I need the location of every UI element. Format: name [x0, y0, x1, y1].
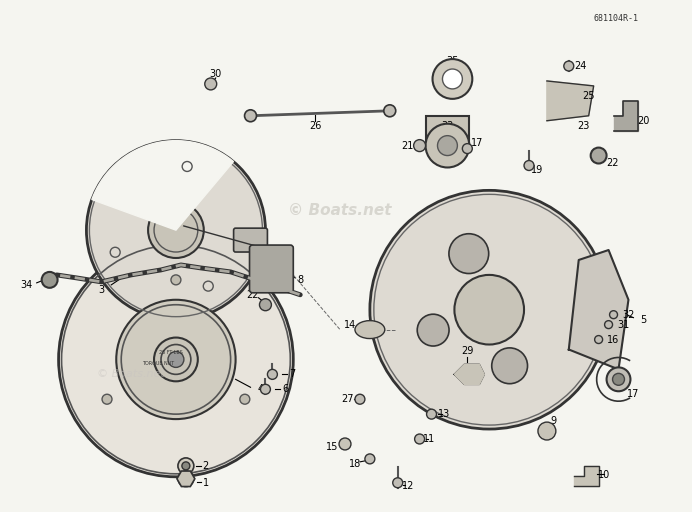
Circle shape [524, 161, 534, 170]
Text: 13: 13 [438, 409, 450, 419]
Text: 6: 6 [282, 385, 289, 394]
Text: 22: 22 [246, 290, 259, 300]
Circle shape [414, 140, 426, 152]
Text: 23: 23 [578, 121, 590, 131]
Circle shape [178, 458, 194, 474]
Circle shape [605, 321, 612, 329]
Text: 24: 24 [574, 61, 587, 71]
Text: TORQUE NUT: TORQUE NUT [142, 360, 174, 366]
Text: 7: 7 [289, 369, 295, 379]
Circle shape [116, 300, 235, 419]
Text: 20: 20 [637, 116, 650, 126]
Circle shape [492, 348, 527, 383]
Circle shape [538, 422, 556, 440]
Circle shape [355, 394, 365, 404]
Circle shape [59, 242, 293, 477]
Circle shape [393, 478, 403, 488]
Circle shape [417, 314, 449, 346]
Text: © Boats.net: © Boats.net [98, 369, 165, 379]
Text: 21: 21 [401, 141, 414, 151]
Text: 27: 27 [342, 394, 354, 404]
Text: 34: 34 [21, 280, 33, 290]
Circle shape [564, 61, 574, 71]
Circle shape [612, 373, 624, 386]
FancyBboxPatch shape [250, 245, 293, 293]
Circle shape [594, 335, 603, 344]
Text: 17: 17 [471, 138, 484, 147]
Text: 29: 29 [461, 347, 473, 356]
Ellipse shape [355, 321, 385, 338]
Text: 18: 18 [349, 459, 361, 469]
Text: 2: 2 [203, 461, 209, 471]
Polygon shape [92, 141, 233, 230]
Circle shape [148, 202, 203, 258]
Circle shape [260, 385, 271, 394]
Text: 31: 31 [617, 319, 630, 330]
Circle shape [607, 368, 630, 391]
Circle shape [449, 234, 489, 273]
Text: © Boats.net: © Boats.net [289, 203, 392, 218]
Circle shape [339, 438, 351, 450]
Circle shape [610, 311, 617, 318]
Text: 17: 17 [627, 389, 639, 399]
Text: 12: 12 [401, 481, 414, 490]
Circle shape [168, 351, 184, 368]
Text: 32: 32 [622, 310, 635, 319]
Text: 16: 16 [608, 334, 619, 345]
Circle shape [365, 454, 375, 464]
Circle shape [267, 369, 277, 379]
Text: 14: 14 [344, 319, 356, 330]
Polygon shape [569, 250, 628, 369]
Text: 19: 19 [531, 165, 543, 176]
Text: 8: 8 [297, 275, 303, 285]
Circle shape [591, 147, 607, 163]
Text: 681104R-1: 681104R-1 [594, 14, 639, 23]
Text: 9: 9 [551, 416, 557, 426]
Circle shape [415, 434, 425, 444]
Text: 22: 22 [606, 158, 619, 167]
Circle shape [384, 105, 396, 117]
Text: 33: 33 [441, 121, 453, 131]
Circle shape [455, 275, 524, 345]
Text: 5: 5 [640, 315, 646, 325]
Circle shape [432, 59, 473, 99]
Polygon shape [177, 471, 195, 486]
Circle shape [426, 124, 469, 167]
Circle shape [42, 272, 57, 288]
Polygon shape [455, 365, 484, 385]
Circle shape [437, 136, 457, 156]
Text: 25 FT-LBS: 25 FT-LBS [159, 350, 183, 355]
Text: 25: 25 [583, 91, 595, 101]
Polygon shape [547, 81, 594, 121]
Polygon shape [614, 101, 639, 131]
Text: 1: 1 [203, 478, 209, 488]
FancyBboxPatch shape [234, 228, 267, 252]
Circle shape [426, 409, 437, 419]
Text: 10: 10 [597, 470, 610, 480]
Text: 15: 15 [326, 442, 338, 452]
Circle shape [260, 299, 271, 311]
Polygon shape [574, 466, 599, 486]
Text: 26: 26 [309, 121, 321, 131]
Text: 30: 30 [210, 69, 222, 79]
Text: 35: 35 [446, 56, 459, 66]
Polygon shape [426, 116, 469, 145]
Circle shape [244, 110, 257, 122]
Circle shape [240, 394, 250, 404]
Text: 3: 3 [98, 285, 104, 295]
Circle shape [154, 337, 198, 381]
Circle shape [205, 78, 217, 90]
Text: 11: 11 [424, 434, 436, 444]
Circle shape [178, 471, 194, 487]
Circle shape [370, 190, 608, 429]
Circle shape [171, 275, 181, 285]
Circle shape [442, 69, 462, 89]
Circle shape [102, 394, 112, 404]
Text: 4: 4 [257, 385, 264, 394]
Circle shape [86, 141, 266, 319]
Circle shape [462, 143, 473, 154]
Circle shape [182, 462, 190, 470]
